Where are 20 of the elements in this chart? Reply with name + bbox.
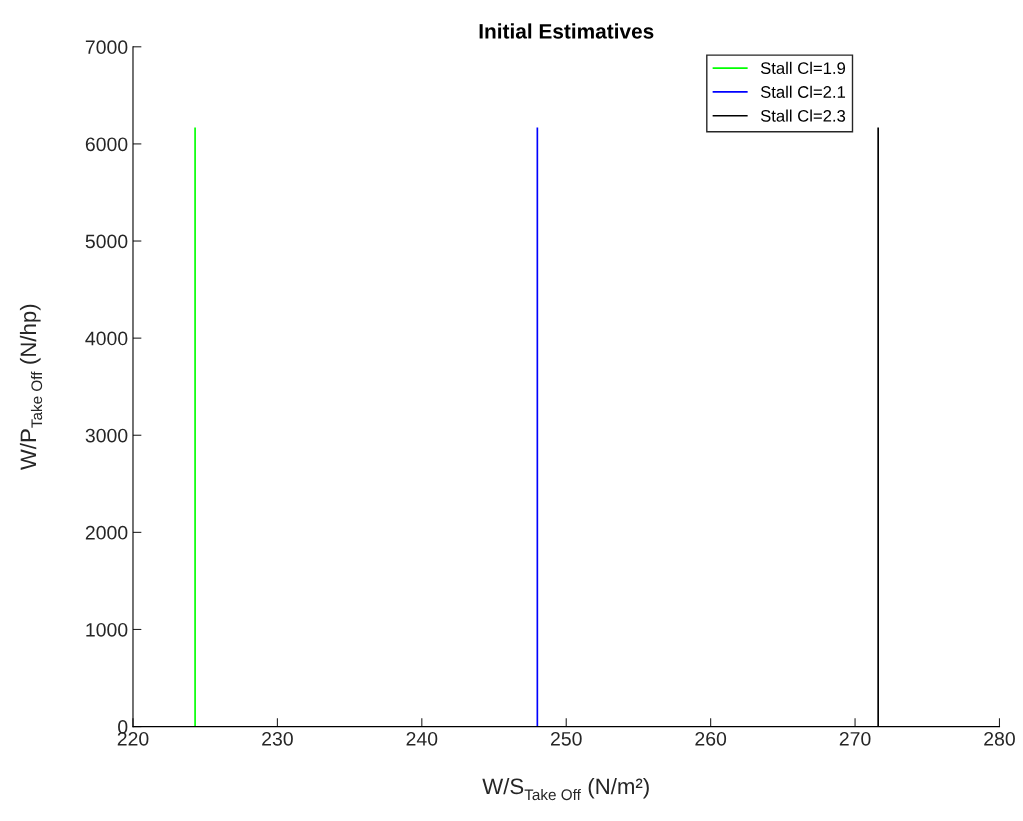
x-tick-label: 230 (262, 731, 293, 746)
y-tick-label: 5000 (85, 234, 128, 249)
legend-label: Stall Cl=2.1 (760, 85, 846, 98)
x-tick-label: 260 (695, 731, 727, 746)
legend-label: Stall Cl=2.3 (760, 109, 846, 122)
x-tick-label: 270 (839, 731, 871, 746)
y-tick-label: 3000 (85, 428, 128, 443)
x-tick-label: 280 (984, 731, 1015, 746)
y-axis-title: W/PTake Off (N/hp) (19, 304, 43, 471)
chart-title: Initial Estimatives (479, 23, 654, 39)
y-tick-label: 4000 (85, 331, 128, 346)
x-tick-label: 250 (550, 731, 582, 746)
y-tick-label: 2000 (85, 525, 128, 540)
x-tick-label: 240 (406, 731, 438, 746)
y-tick-label: 6000 (85, 137, 128, 152)
legend-label: Stall Cl=1.9 (760, 61, 846, 75)
y-tick-label: 0 (118, 720, 128, 734)
y-tick-label: 1000 (86, 622, 128, 637)
y-tick-label: 7000 (85, 40, 128, 55)
x-tick-label: 220 (117, 731, 149, 746)
